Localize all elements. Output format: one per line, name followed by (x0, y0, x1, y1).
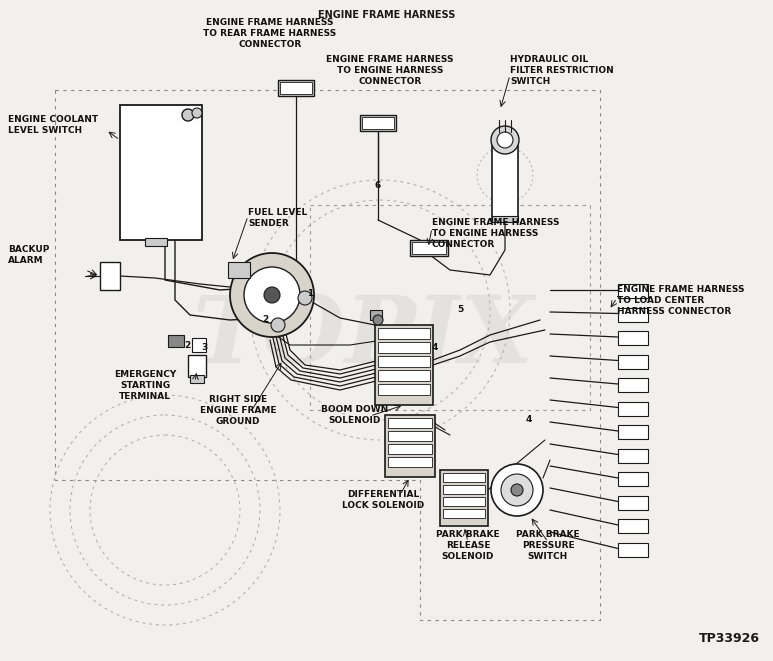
Bar (618, 401, 648, 416)
Text: ENGINE FRAME HARNESS
TO ENGINE HARNESS
CONNECTOR: ENGINE FRAME HARNESS TO ENGINE HARNESS C… (432, 218, 560, 249)
Bar (100, 262, 120, 290)
Text: 2: 2 (184, 340, 190, 350)
Bar (618, 496, 648, 510)
Bar (618, 472, 648, 486)
Bar (618, 378, 648, 392)
Bar (228, 262, 250, 278)
Bar (378, 342, 430, 353)
Text: ENGINE FRAME HARNESS
TO REAR FRAME HARNESS
CONNECTOR: ENGINE FRAME HARNESS TO REAR FRAME HARNE… (203, 18, 336, 49)
Circle shape (192, 108, 202, 118)
Text: TOPIX: TOPIX (192, 292, 534, 382)
Bar (280, 82, 312, 94)
Bar (378, 356, 430, 367)
Bar (362, 117, 394, 129)
Bar (388, 444, 432, 454)
Text: 5: 5 (457, 305, 463, 315)
Circle shape (501, 474, 533, 506)
Bar (168, 335, 184, 347)
Bar (385, 415, 435, 477)
Bar (378, 370, 430, 381)
Bar (388, 431, 432, 441)
Bar (618, 425, 648, 439)
Bar (412, 242, 446, 254)
Text: HYDRAULIC OIL
FILTER RESTRICTION
SWITCH: HYDRAULIC OIL FILTER RESTRICTION SWITCH (510, 55, 614, 86)
Circle shape (491, 126, 519, 154)
Text: 6: 6 (375, 180, 381, 190)
Bar (145, 238, 167, 246)
Bar (618, 519, 648, 533)
Text: BOOM DOWN
SOLENOID: BOOM DOWN SOLENOID (322, 405, 389, 425)
Bar (618, 543, 648, 557)
Bar (618, 284, 648, 298)
Text: DIFFERENTIAL
LOCK SOLENOID: DIFFERENTIAL LOCK SOLENOID (342, 490, 424, 510)
Bar (440, 470, 488, 526)
Bar (120, 105, 202, 240)
Bar (360, 115, 396, 131)
Text: 4: 4 (432, 344, 438, 352)
Circle shape (298, 291, 312, 305)
Bar (375, 325, 433, 405)
Bar (378, 384, 430, 395)
Bar (410, 240, 448, 256)
Circle shape (244, 267, 300, 323)
Circle shape (497, 132, 513, 148)
Text: PARK BRAKE
PRESSURE
SWITCH: PARK BRAKE PRESSURE SWITCH (516, 530, 580, 561)
Circle shape (264, 287, 280, 303)
Bar (618, 449, 648, 463)
Bar (618, 307, 648, 321)
Circle shape (491, 464, 543, 516)
Text: 1: 1 (307, 288, 313, 297)
Bar (492, 216, 518, 222)
Text: ENGINE FRAME HARNESS: ENGINE FRAME HARNESS (318, 10, 455, 20)
Text: EMERGENCY
STARTING
TERMINAL: EMERGENCY STARTING TERMINAL (114, 370, 176, 401)
Text: ENGINE COOLANT
LEVEL SWITCH: ENGINE COOLANT LEVEL SWITCH (8, 115, 98, 135)
Bar (278, 80, 314, 96)
Circle shape (182, 109, 194, 121)
Bar (618, 354, 648, 368)
Bar (443, 497, 485, 506)
Circle shape (511, 484, 523, 496)
Text: 4: 4 (526, 416, 532, 424)
Text: RIGHT SIDE
ENGINE FRAME
GROUND: RIGHT SIDE ENGINE FRAME GROUND (199, 395, 276, 426)
Bar (388, 418, 432, 428)
Text: 2: 2 (262, 315, 268, 325)
Circle shape (373, 315, 383, 325)
Bar (388, 457, 432, 467)
Bar (443, 473, 485, 482)
Text: PARK BRAKE
RELEASE
SOLENOID: PARK BRAKE RELEASE SOLENOID (436, 530, 500, 561)
Text: ENGINE FRAME HARNESS
TO ENGINE HARNESS
CONNECTOR: ENGINE FRAME HARNESS TO ENGINE HARNESS C… (326, 55, 454, 86)
Text: TP33926: TP33926 (699, 632, 760, 645)
Text: ENGINE FRAME HARNESS
TO LOAD CENTER
HARNESS CONNECTOR: ENGINE FRAME HARNESS TO LOAD CENTER HARN… (617, 285, 744, 316)
Bar (378, 328, 430, 339)
Bar (188, 355, 206, 377)
Bar (370, 310, 382, 320)
Bar (443, 485, 485, 494)
Circle shape (230, 253, 314, 337)
Text: BACKUP
ALARM: BACKUP ALARM (8, 245, 49, 265)
Bar (618, 331, 648, 345)
Text: 3: 3 (202, 344, 208, 352)
Bar (443, 509, 485, 518)
Bar (192, 338, 206, 352)
Bar (190, 375, 204, 383)
Text: FUEL LEVEL
SENDER: FUEL LEVEL SENDER (248, 208, 307, 228)
Circle shape (271, 318, 285, 332)
Bar (492, 140, 518, 220)
